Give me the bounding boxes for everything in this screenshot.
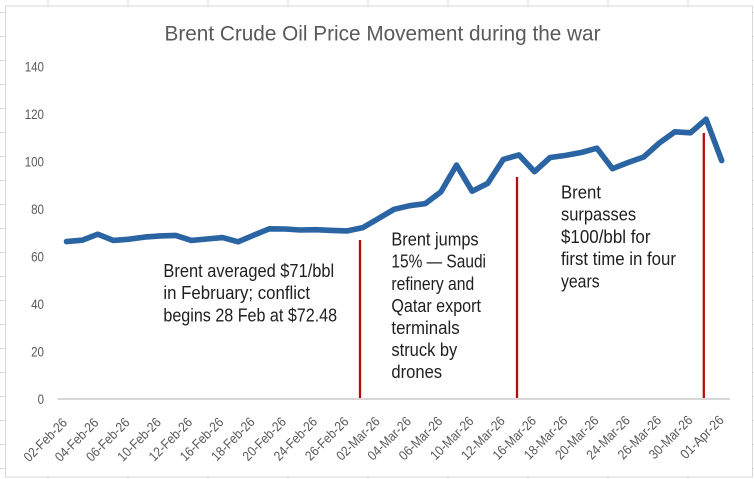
svg-text:struck by: struck by [391,340,457,360]
svg-text:drones: drones [391,362,442,382]
svg-text:Brent: Brent [561,183,601,203]
svg-text:60: 60 [31,250,44,265]
svg-text:40: 40 [31,297,44,312]
svg-text:20: 20 [31,345,44,360]
svg-text:100: 100 [25,154,44,169]
svg-text:120: 120 [25,107,44,122]
svg-text:surpasses: surpasses [561,205,636,225]
svg-text:Qatar export: Qatar export [391,296,481,316]
svg-text:Brent averaged $71/bbl: Brent averaged $71/bbl [163,261,334,281]
svg-text:refinery and: refinery and [391,274,474,294]
svg-text:80: 80 [31,202,44,217]
svg-text:140: 140 [25,59,44,74]
svg-text:in February; conflict: in February; conflict [163,283,310,303]
svg-text:15% — Saudi: 15% — Saudi [391,252,486,272]
svg-text:terminals: terminals [391,318,459,338]
svg-text:Brent Crude Oil Price Movement: Brent Crude Oil Price Movement during th… [165,22,601,45]
svg-text:$100/bbl for: $100/bbl for [561,227,651,247]
svg-text:first time in four: first time in four [561,249,676,269]
svg-text:years: years [561,271,600,291]
svg-text:begins 28 Feb at $72.48: begins 28 Feb at $72.48 [163,305,337,325]
svg-text:Brent jumps: Brent jumps [391,230,478,250]
svg-text:0: 0 [38,392,44,407]
